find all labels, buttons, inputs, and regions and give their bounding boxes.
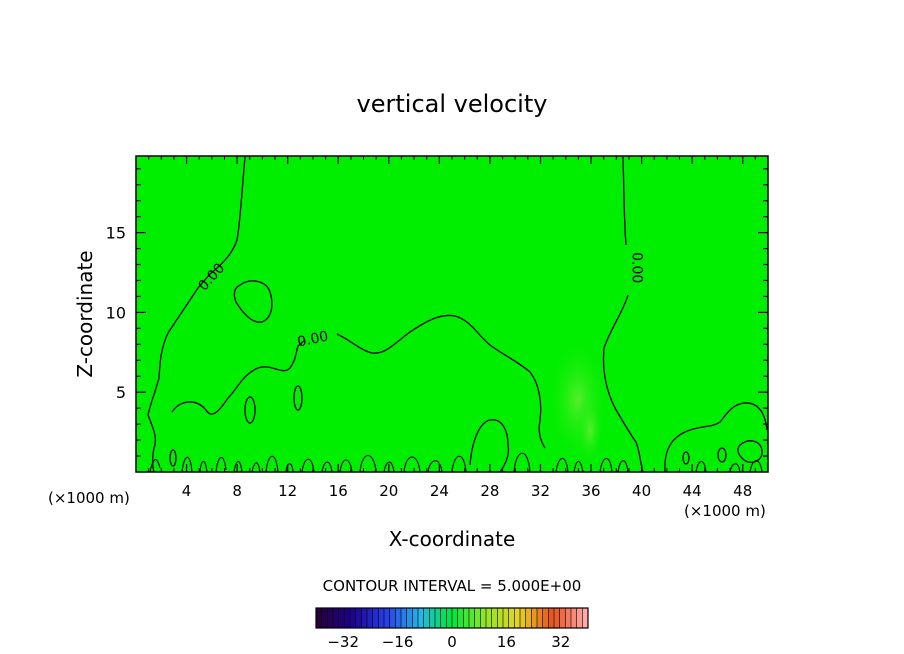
colorbar-swatch [429, 608, 436, 628]
x-tick-label: 20 [379, 482, 398, 500]
surface-contour-ripples [149, 452, 763, 473]
colorbar-swatch [435, 608, 441, 628]
colorbar-swatch [338, 608, 345, 628]
colorbar-tick-label: 16 [497, 633, 516, 651]
colorbar-swatch [480, 608, 487, 628]
colorbar-tick-label: 32 [551, 633, 570, 651]
x-tick-label: 36 [581, 482, 600, 500]
x-tick-label: 16 [329, 482, 348, 500]
colorbar-swatch [582, 608, 589, 628]
zero-contour-left [147, 156, 246, 473]
colorbar-swatch [491, 608, 498, 628]
x-tick-label: 32 [531, 482, 550, 500]
updraft-plume-core [576, 392, 604, 468]
velocity-field [136, 156, 768, 472]
colorbar-swatch [355, 608, 362, 628]
colorbar-swatch [474, 608, 481, 628]
colorbar-swatch [548, 608, 555, 628]
zero-contour-right [602, 156, 644, 473]
colorbar-swatch [525, 608, 532, 628]
contour-cell [717, 447, 727, 463]
x-tick-label: 40 [632, 482, 651, 500]
colorbar-swatch [378, 608, 385, 628]
contour-cell [293, 385, 303, 411]
colorbar-swatch [389, 608, 396, 628]
contour-lines [147, 156, 768, 473]
colorbar-swatch [401, 608, 407, 628]
colorbar-swatch [384, 608, 390, 628]
colorbar-swatch [497, 608, 504, 628]
contour-interval-text: CONTOUR INTERVAL = 5.000E+00 [323, 577, 582, 595]
colorbar-swatch [565, 608, 572, 628]
x-tick-label: 8 [232, 482, 242, 500]
x-axis-unit-right: (×1000 m) [684, 502, 766, 520]
x-tick-label: 24 [430, 482, 449, 500]
x-tick-label: 44 [683, 482, 702, 500]
colorbar-swatch [542, 608, 549, 628]
colorbar-swatch [520, 608, 526, 628]
colorbar-swatch [440, 608, 447, 628]
x-axis-unit-left: (×1000 m) [48, 489, 130, 507]
colorbar-swatch [537, 608, 543, 628]
zero-contour-middle [171, 314, 546, 449]
colorbar-swatch [406, 608, 413, 628]
colorbar-swatch [344, 608, 351, 628]
x-tick-label: 12 [278, 482, 297, 500]
zero-contour-edge [664, 402, 768, 473]
colorbar-tick-label: −16 [382, 633, 414, 651]
colorbar-frame [315, 607, 589, 629]
colorbar-swatch [327, 608, 334, 628]
colorbar-swatch [559, 608, 566, 628]
colorbar-tick-label: −32 [327, 633, 359, 651]
colorbar-swatch [554, 608, 560, 628]
colorbar-swatch [367, 608, 373, 628]
contour-cell [469, 419, 510, 473]
y-tick-label: 5 [116, 383, 126, 402]
colorbar-swatch [361, 608, 368, 628]
colorbar-swatch [350, 608, 356, 628]
x-tick-label: 28 [480, 482, 499, 500]
colorbar-swatch [469, 608, 475, 628]
chart-title: vertical velocity [357, 90, 548, 118]
y-tick-label: 15 [106, 224, 126, 243]
y-axis-label: Z-coordinate [73, 250, 97, 377]
colorbar-swatch [321, 608, 328, 628]
colorbar-swatch [333, 608, 339, 628]
colorbar-swatch [514, 608, 521, 628]
colorbar-swatch [531, 608, 538, 628]
x-tick-label: 48 [733, 482, 752, 500]
colorbar-swatch [571, 608, 577, 628]
colorbar: −32 −16 0 16 32 [315, 607, 589, 651]
closed-contour-loop [233, 280, 273, 323]
colorbar-swatch [452, 608, 458, 628]
colorbar-swatch [576, 608, 583, 628]
colorbar-swatch [503, 608, 509, 628]
colorbar-swatch [446, 608, 453, 628]
colorbar-swatch [423, 608, 430, 628]
contour-cell [682, 451, 690, 465]
colorbar-swatch [463, 608, 470, 628]
colorbar-swatch [418, 608, 424, 628]
contour-cell [169, 449, 177, 467]
contour-level-label: 0.00 [296, 328, 330, 350]
colorbar-swatch [508, 608, 515, 628]
colorbar-swatch [395, 608, 402, 628]
contour-level-label: 0.00 [629, 252, 645, 283]
colorbar-swatch [412, 608, 419, 628]
colorbar-swatch [486, 608, 492, 628]
x-tick-label: 4 [182, 482, 192, 500]
colorbar-tick-label: 0 [447, 633, 457, 651]
colorbar-swatch [372, 608, 379, 628]
colorbar-swatch [316, 608, 322, 628]
colorbar-swatch [457, 608, 464, 628]
x-axis-label: X-coordinate [389, 527, 516, 551]
contour-cell [244, 396, 256, 424]
y-tick-label: 10 [106, 303, 126, 322]
